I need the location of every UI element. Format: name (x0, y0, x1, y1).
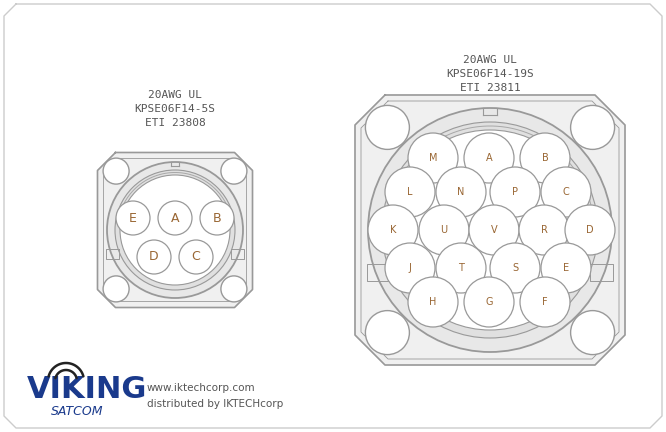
Circle shape (464, 277, 514, 327)
Text: S: S (512, 263, 518, 273)
Circle shape (571, 311, 615, 355)
Circle shape (368, 205, 418, 255)
Circle shape (390, 130, 590, 330)
Text: N: N (458, 187, 465, 197)
Polygon shape (355, 95, 625, 365)
Circle shape (490, 167, 540, 217)
Text: C: C (563, 187, 569, 197)
Text: A: A (486, 153, 492, 163)
Circle shape (366, 105, 410, 149)
Circle shape (221, 158, 247, 184)
Circle shape (368, 108, 612, 352)
Circle shape (137, 240, 171, 274)
Text: SATCOM: SATCOM (51, 405, 103, 418)
Text: J: J (408, 263, 412, 273)
Circle shape (103, 158, 129, 184)
Text: K: K (390, 225, 396, 235)
Circle shape (541, 243, 591, 293)
Text: 20AWG UL
KPSE06F14-19S
ETI 23811: 20AWG UL KPSE06F14-19S ETI 23811 (446, 55, 534, 93)
Circle shape (158, 201, 192, 235)
Circle shape (382, 122, 598, 338)
Circle shape (221, 276, 247, 302)
Circle shape (519, 205, 569, 255)
Circle shape (408, 133, 458, 183)
Circle shape (571, 105, 615, 149)
Circle shape (565, 205, 615, 255)
Text: U: U (440, 225, 448, 235)
Circle shape (464, 133, 514, 183)
Text: www.iktechcorp.com
distributed by IKTECHcorp: www.iktechcorp.com distributed by IKTECH… (147, 383, 283, 409)
Circle shape (520, 277, 570, 327)
Circle shape (385, 243, 435, 293)
Circle shape (490, 243, 540, 293)
Text: P: P (512, 187, 518, 197)
Text: E: E (563, 263, 569, 273)
Circle shape (107, 162, 243, 298)
Circle shape (436, 243, 486, 293)
Circle shape (419, 205, 469, 255)
Text: A: A (170, 212, 179, 225)
Text: M: M (429, 153, 438, 163)
Circle shape (200, 201, 234, 235)
Circle shape (385, 167, 435, 217)
Circle shape (116, 201, 150, 235)
Circle shape (366, 311, 410, 355)
Text: D: D (586, 225, 594, 235)
Text: B: B (212, 212, 221, 225)
Text: C: C (192, 251, 200, 264)
Circle shape (520, 133, 570, 183)
Text: E: E (129, 212, 137, 225)
Text: L: L (407, 187, 413, 197)
Circle shape (541, 167, 591, 217)
Text: H: H (430, 297, 437, 307)
Text: T: T (458, 263, 464, 273)
Text: D: D (149, 251, 159, 264)
Circle shape (408, 277, 458, 327)
Circle shape (120, 175, 230, 285)
Text: V: V (491, 225, 498, 235)
Circle shape (436, 167, 486, 217)
Text: F: F (542, 297, 548, 307)
Circle shape (103, 276, 129, 302)
Circle shape (179, 240, 213, 274)
Text: R: R (541, 225, 547, 235)
Polygon shape (97, 152, 252, 308)
Text: G: G (486, 297, 493, 307)
Text: B: B (541, 153, 548, 163)
Circle shape (115, 170, 235, 290)
Text: VIKING: VIKING (27, 375, 147, 404)
Circle shape (469, 205, 519, 255)
Text: 20AWG UL
KPSE06F14-5S
ETI 23808: 20AWG UL KPSE06F14-5S ETI 23808 (135, 90, 216, 128)
